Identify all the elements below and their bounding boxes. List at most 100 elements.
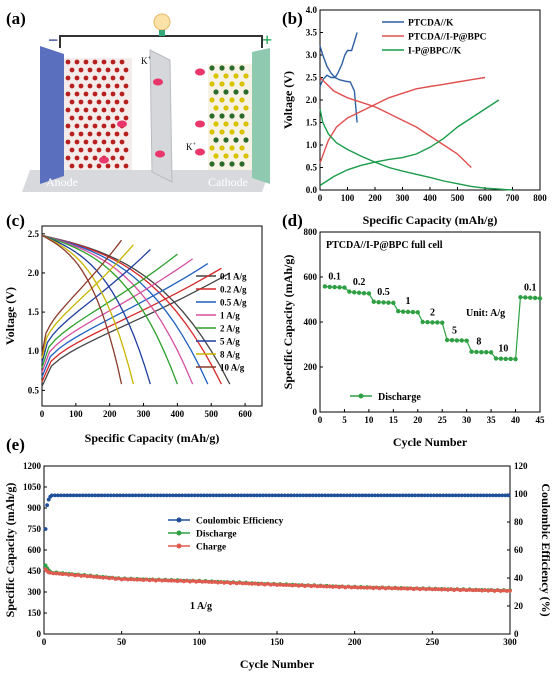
anode-atom	[114, 147, 120, 153]
ion-label-k-bottom: K+	[186, 142, 197, 152]
cathode-atom	[213, 121, 219, 127]
e-data-point	[138, 577, 143, 582]
e-y-tick-label: 1050	[23, 482, 42, 492]
anode-atom	[96, 147, 102, 153]
e-data-point	[286, 493, 290, 498]
e-data-point	[477, 588, 481, 592]
cathode-atom	[209, 129, 215, 135]
e-data-point	[424, 587, 428, 592]
e-data-point	[202, 493, 206, 498]
anode-atom	[101, 123, 107, 129]
anode-atom	[87, 67, 93, 73]
e-data-point	[394, 493, 399, 498]
e-data-point	[141, 578, 146, 582]
cathode-atom	[233, 137, 239, 143]
d-data-point	[371, 299, 376, 304]
cathode-atom	[213, 89, 219, 95]
d-data-point	[366, 291, 372, 296]
e-data-point	[276, 493, 281, 498]
e-data-point	[439, 587, 444, 592]
cathode-atom	[223, 153, 229, 159]
anode-atom	[114, 67, 120, 73]
e-data-point	[386, 586, 391, 590]
c-series-charge	[41, 263, 209, 378]
anode-atom	[123, 83, 129, 89]
e-data-point	[199, 493, 203, 498]
d-data-point	[474, 349, 479, 355]
anode-atom	[110, 155, 116, 161]
b-y-tick-label: 0.5	[306, 163, 318, 173]
e-x-tick-label: 250	[426, 637, 440, 647]
e-data-point	[237, 581, 242, 585]
e-data-point	[289, 493, 293, 498]
e-data-point	[234, 581, 239, 586]
e-y-tick-label: 600	[28, 545, 42, 555]
cathode-label: Cathode	[208, 175, 248, 189]
e-data-point	[341, 493, 346, 498]
e-x-tick-label: 50	[117, 637, 127, 647]
e-data-point	[57, 571, 62, 576]
e-data-point	[397, 493, 402, 498]
panel-c-rate-profiles: (c) 0 100 200 300 400 500 600 0.5 1.0 1.5 2.0 2.5 0.…	[3, 211, 263, 445]
e-data-point	[226, 493, 231, 498]
cathode-atom	[209, 161, 215, 167]
e-data-point	[464, 588, 469, 593]
e-data-point	[63, 572, 68, 576]
e-y-tick-label: 750	[28, 524, 42, 534]
e-data-point	[56, 493, 60, 498]
e-data-point	[355, 585, 360, 590]
e-data-point	[419, 493, 424, 498]
b-x-tick-label: 400	[423, 193, 437, 203]
cathode-structure	[208, 64, 252, 170]
e-data-point	[505, 589, 509, 593]
e-data-point	[163, 578, 168, 583]
c-legend-entry: 0.1 A/g	[220, 272, 247, 282]
e-data-point	[94, 575, 99, 579]
e-y2-tick-label: 120	[514, 461, 528, 471]
e-data-point	[335, 493, 340, 498]
d-data-point	[396, 309, 401, 314]
panel-e-label: (e)	[6, 435, 25, 454]
b-y-tick-label: 3.5	[306, 28, 318, 38]
e-data-point	[472, 493, 477, 498]
d-unit-note: Unit: A/g	[466, 308, 505, 319]
anode-atom	[78, 147, 84, 153]
d-x-tick-label: 25	[438, 415, 448, 425]
e-data-point	[411, 587, 416, 592]
d-data-point	[469, 349, 474, 354]
d-data-point	[503, 356, 508, 362]
e-y-tick-label: 1200	[23, 461, 42, 471]
d-x-tick-label: 0	[318, 415, 323, 425]
e-data-point	[88, 574, 93, 579]
d-data-point	[493, 356, 499, 361]
e-data-point	[68, 493, 73, 498]
d-data-point	[523, 295, 528, 300]
cathode-atom	[229, 161, 235, 167]
c-legend-entry: 0.2 A/g	[220, 285, 247, 295]
e-data-point	[327, 584, 332, 589]
e-data-point	[110, 576, 115, 580]
e-data-point	[463, 493, 467, 498]
e-data-point	[359, 585, 363, 590]
e-data-point	[442, 587, 447, 592]
c-legend-entry: 0.5 A/g	[220, 298, 247, 308]
d-rate-label: 0.5	[377, 287, 390, 298]
c-y-tick-label: 2.5	[28, 229, 40, 239]
e-data-point	[461, 587, 466, 592]
b-x-tick-label: 200	[368, 193, 382, 203]
e-data-point	[441, 493, 446, 498]
c-y-tick-label: 1.0	[28, 346, 40, 356]
d-data-point	[322, 284, 328, 289]
e-data-point	[127, 493, 132, 498]
anode-atom	[92, 59, 98, 65]
e-data-point	[326, 493, 331, 498]
e-annotation: 1 A/g	[190, 601, 212, 612]
e-data-point	[408, 586, 413, 591]
cathode-atom	[243, 89, 249, 95]
d-data-point	[435, 320, 440, 325]
e-data-point	[498, 589, 503, 593]
anode-atom	[101, 107, 107, 113]
d-data-point	[410, 309, 416, 315]
e-data-point	[332, 493, 337, 498]
e-data-point	[422, 493, 427, 498]
